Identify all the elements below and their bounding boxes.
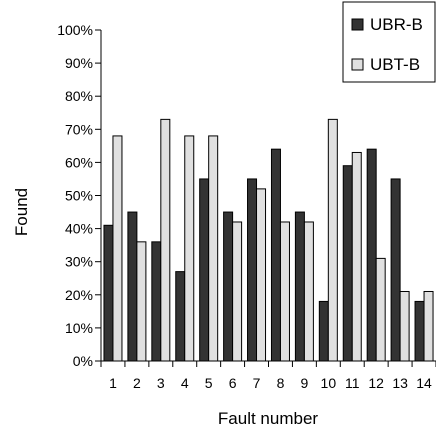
bar-ubr-b-7 bbox=[247, 178, 258, 362]
bar-ubt-b-14 bbox=[423, 290, 434, 362]
bar-ubt-b-4 bbox=[184, 135, 195, 362]
x-tick-label: 9 bbox=[300, 375, 308, 391]
y-tick-label: 60% bbox=[65, 154, 93, 170]
bar-ubt-b-11 bbox=[351, 151, 362, 362]
bar-ubr-b-6 bbox=[223, 211, 234, 362]
legend: UBR-B UBT-B bbox=[342, 1, 436, 83]
bar-ubr-b-10 bbox=[318, 300, 329, 362]
x-tick-label: 4 bbox=[181, 375, 189, 391]
bar-ubt-b-5 bbox=[208, 135, 219, 362]
y-tick-label: 100% bbox=[57, 22, 93, 38]
legend-swatch-ubt-b bbox=[351, 58, 364, 71]
bar-ubr-b-5 bbox=[199, 178, 210, 362]
x-tick-label: 6 bbox=[229, 375, 237, 391]
bars bbox=[103, 118, 434, 362]
x-axis-ticks: 1 2 3 4 5 6 7 8 9 10 11 12 13 14 bbox=[100, 361, 436, 391]
x-tick-label: 8 bbox=[277, 375, 285, 391]
x-tick-label: 5 bbox=[205, 375, 213, 391]
x-tick-label: 14 bbox=[416, 375, 432, 391]
y-tick-label: 40% bbox=[65, 221, 93, 237]
bar-ubr-b-14 bbox=[414, 300, 425, 362]
x-tick-label: 13 bbox=[392, 375, 408, 391]
legend-swatch-ubr-b bbox=[351, 18, 364, 31]
y-tick-label: 80% bbox=[65, 88, 93, 104]
bar-ubr-b-2 bbox=[127, 211, 138, 362]
y-tick-label: 90% bbox=[65, 55, 93, 71]
bar-ubr-b-4 bbox=[175, 271, 186, 362]
legend-label-ubt-b: UBT-B bbox=[370, 55, 420, 74]
y-axis-title: Found bbox=[12, 188, 31, 236]
x-tick-label: 3 bbox=[157, 375, 165, 391]
bar-ubt-b-13 bbox=[399, 290, 410, 362]
y-tick-label: 20% bbox=[65, 287, 93, 303]
y-tick-label: 50% bbox=[65, 188, 93, 204]
y-axis-ticks: 0% 10% 20% 30% 40% 50% 60% 70% 80% 90% 100% bbox=[57, 22, 101, 369]
bar-ubt-b-10 bbox=[327, 118, 338, 362]
bar-ubr-b-12 bbox=[366, 148, 377, 362]
y-tick-label: 70% bbox=[65, 121, 93, 137]
y-tick-label: 30% bbox=[65, 254, 93, 270]
legend-label-ubr-b: UBR-B bbox=[370, 15, 423, 34]
x-tick-label: 1 bbox=[109, 375, 117, 391]
bar-ubr-b-1 bbox=[103, 224, 114, 362]
bar-ubr-b-3 bbox=[151, 241, 162, 362]
legend-box bbox=[342, 1, 436, 83]
x-tick-label: 12 bbox=[368, 375, 384, 391]
bar-ubt-b-7 bbox=[256, 188, 267, 362]
bar-ubr-b-9 bbox=[294, 211, 305, 362]
y-tick-label: 0% bbox=[73, 353, 93, 369]
bar-ubt-b-8 bbox=[279, 221, 290, 362]
bar-ubt-b-3 bbox=[160, 118, 171, 362]
x-tick-label: 2 bbox=[133, 375, 141, 391]
bar-ubt-b-12 bbox=[375, 257, 386, 362]
x-tick-label: 7 bbox=[253, 375, 261, 391]
x-tick-label: 10 bbox=[321, 375, 337, 391]
bar-ubr-b-11 bbox=[342, 165, 353, 362]
bar-ubt-b-1 bbox=[112, 135, 123, 362]
bar-ubr-b-8 bbox=[270, 148, 281, 362]
bar-ubr-b-13 bbox=[390, 178, 401, 362]
bar-ubt-b-6 bbox=[232, 221, 243, 362]
bar-ubt-b-9 bbox=[303, 221, 314, 362]
x-tick-label: 11 bbox=[345, 375, 360, 391]
bar-ubt-b-2 bbox=[136, 241, 147, 362]
x-axis-title: Fault number bbox=[218, 409, 318, 428]
y-tick-label: 10% bbox=[65, 320, 93, 336]
